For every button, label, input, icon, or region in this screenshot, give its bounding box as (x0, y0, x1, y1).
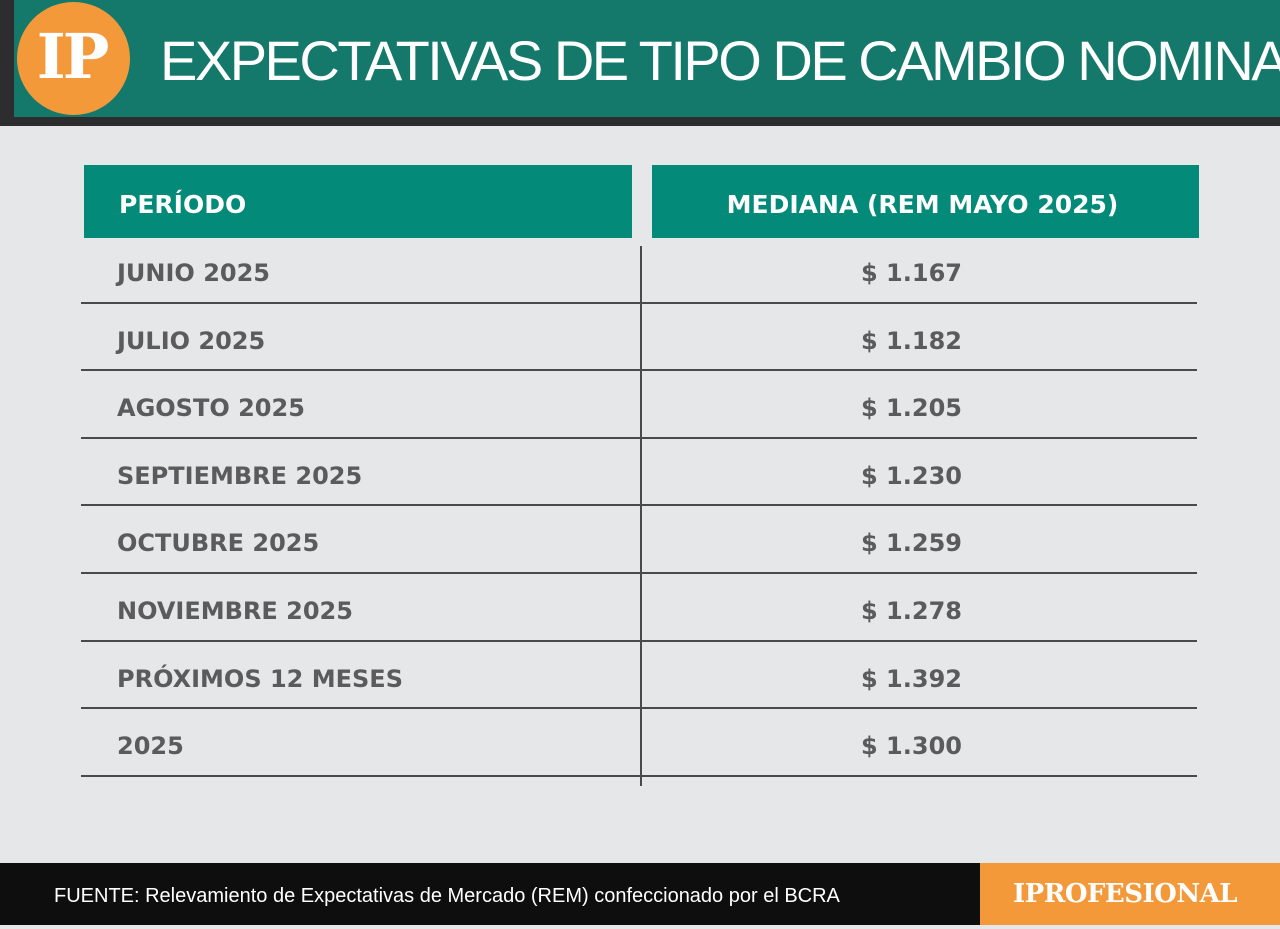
column-header-median: MEDIANA (REM MAYO 2025) (652, 165, 1199, 238)
cell-value: $ 1.300 (861, 732, 962, 761)
cell-value: $ 1.278 (861, 596, 962, 625)
cell-period: JULIO 2025 (117, 326, 266, 355)
cell-period: JUNIO 2025 (117, 259, 270, 287)
cell-value: $ 1.230 (861, 461, 962, 490)
table-row: JUNIO 2025 $ 1.167 (81, 236, 1197, 304)
column-divider (640, 246, 642, 786)
table-row: SEPTIEMBRE 2025 $ 1.230 (81, 439, 1197, 507)
table-row: 2025 $ 1.300 (81, 709, 1197, 777)
table-row: OCTUBRE 2025 $ 1.259 (81, 506, 1197, 574)
table-row: JULIO 2025 $ 1.182 (81, 304, 1197, 372)
cell-period: OCTUBRE 2025 (117, 529, 320, 558)
cell-period: NOVIEMBRE 2025 (117, 596, 353, 625)
ip-logo: IP (17, 2, 130, 115)
brand-logo: IPROFESIONAL (1013, 879, 1238, 909)
table-row: AGOSTO 2025 $ 1.205 (81, 371, 1197, 439)
cell-period: SEPTIEMBRE 2025 (117, 461, 363, 490)
brand-box (980, 863, 1280, 925)
header-stripe (0, 0, 14, 126)
cell-period: PRÓXIMOS 12 MESES (117, 664, 403, 693)
source-note: FUENTE: Relevamiento de Expectativas de … (54, 885, 840, 907)
column-header-period: PERÍODO (84, 165, 632, 238)
cell-value: $ 1.167 (861, 259, 962, 287)
cell-value: $ 1.392 (861, 664, 962, 693)
cell-period: AGOSTO 2025 (117, 394, 305, 423)
header-band (0, 0, 1280, 117)
table-row: NOVIEMBRE 2025 $ 1.278 (81, 574, 1197, 642)
cell-value: $ 1.205 (861, 394, 962, 423)
header: IP EXPECTATIVAS DE TIPO DE CAMBIO NOMINA… (0, 0, 1280, 126)
table-body: JUNIO 2025 $ 1.167 JULIO 2025 $ 1.182 AG… (81, 236, 1197, 777)
page-title: EXPECTATIVAS DE TIPO DE CAMBIO NOMINAL (160, 29, 1280, 92)
logo-text: IP (36, 20, 110, 93)
cell-value: $ 1.182 (861, 326, 962, 355)
cell-period: 2025 (117, 732, 184, 761)
cell-value: $ 1.259 (861, 529, 962, 558)
table-row: PRÓXIMOS 12 MESES $ 1.392 (81, 642, 1197, 710)
footer: FUENTE: Relevamiento de Expectativas de … (0, 863, 1280, 925)
